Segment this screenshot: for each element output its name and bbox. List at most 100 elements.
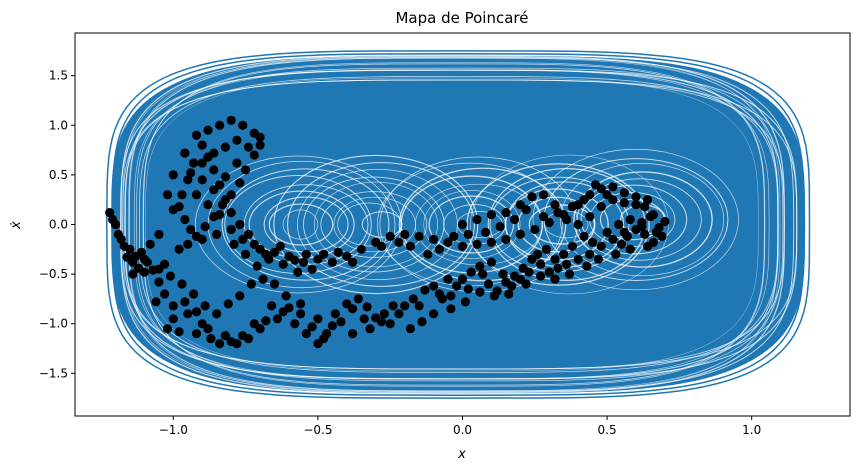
poincare-point (241, 249, 251, 259)
poincare-point (215, 120, 225, 130)
poincare-point (408, 294, 418, 304)
poincare-point (209, 185, 219, 195)
poincare-point (611, 249, 621, 259)
poincare-point (307, 264, 317, 274)
poincare-point (429, 234, 439, 244)
poincare-point (162, 190, 173, 200)
poincare-point (301, 249, 311, 259)
poincare-point (619, 188, 630, 198)
poincare-point (229, 239, 239, 249)
poincare-point (174, 202, 184, 212)
poincare-point (544, 267, 554, 277)
trajectory-gap (517, 196, 596, 253)
poincare-point (243, 142, 254, 152)
poincare-point (255, 140, 265, 150)
poincare-point (264, 254, 274, 264)
poincare-point (191, 130, 202, 140)
poincare-point (168, 314, 178, 324)
poincare-point (457, 219, 468, 230)
poincare-point (657, 231, 667, 241)
poincare-point (168, 301, 178, 311)
poincare-point (515, 200, 525, 210)
poincare-point (486, 237, 496, 247)
poincare-point (579, 195, 589, 205)
poincare-point (631, 192, 641, 202)
poincare-point (232, 135, 242, 145)
poincare-point (116, 234, 126, 244)
poincare-point (481, 227, 491, 237)
poincare-point (186, 224, 196, 235)
poincare-point (151, 297, 161, 307)
poincare-point (145, 239, 155, 249)
poincare-point (405, 324, 415, 334)
poincare-point (139, 267, 149, 277)
poincare-point (241, 165, 251, 175)
poincare-point (521, 279, 531, 289)
poincare-point (550, 254, 560, 264)
poincare-point (585, 249, 595, 259)
poincare-point (562, 259, 572, 269)
y-tick-label: 0.5 (49, 168, 68, 182)
poincare-point (278, 307, 288, 317)
poincare-point (394, 309, 404, 319)
poincare-points-layer (105, 115, 670, 349)
poincare-point (417, 317, 427, 327)
poincare-point (290, 319, 300, 329)
poincare-point (212, 309, 222, 319)
poincare-point (189, 158, 199, 168)
poincare-point (573, 219, 583, 230)
poincare-point (235, 291, 245, 301)
poincare-point (515, 229, 525, 239)
poincare-point (209, 148, 219, 158)
poincare-point (533, 249, 543, 259)
trajectory-gap (122, 58, 781, 391)
poincare-point (356, 244, 366, 254)
poincare-point (235, 178, 245, 188)
poincare-point (625, 214, 635, 225)
poincare-point (200, 221, 210, 232)
poincare-point (429, 281, 439, 291)
x-tick-label: 0.5 (598, 423, 617, 437)
trajectory-gap (470, 154, 669, 295)
poincare-point (296, 309, 306, 319)
trajectory-gap (532, 148, 739, 291)
poincare-point (538, 190, 549, 200)
poincare-point (385, 231, 395, 241)
poincare-point (394, 237, 404, 247)
poincare-point (290, 255, 300, 265)
poincare-point (602, 227, 612, 237)
poincare-point (590, 180, 601, 190)
trajectory-gap (428, 195, 515, 254)
poincare-point (449, 231, 459, 241)
y-tick-label: −1.5 (39, 366, 68, 380)
poincare-point (298, 257, 309, 267)
poincare-point (527, 192, 537, 202)
trajectory-gap (145, 77, 759, 372)
poincare-point (486, 210, 496, 220)
poincare-point (559, 249, 569, 259)
poincare-point (105, 208, 115, 218)
poincare-point (226, 115, 236, 125)
poincare-point (281, 291, 291, 301)
poincare-point (388, 301, 398, 311)
poincare-point (631, 200, 641, 210)
poincare-point (212, 229, 222, 239)
poincare-point (434, 289, 444, 299)
poincare-point (608, 195, 618, 205)
poincare-point (498, 269, 508, 279)
poincare-point (400, 301, 410, 311)
poincare-point (400, 229, 410, 239)
poincare-point (177, 190, 187, 200)
trajectory-curve (129, 62, 788, 387)
poincare-point (475, 287, 485, 297)
poincare-point (460, 297, 470, 307)
y-tick-label: 1.5 (49, 69, 68, 83)
poincare-point (125, 244, 135, 254)
poincare-point (544, 217, 554, 228)
trajectory-gap (423, 190, 521, 259)
y-axis-label: ẋ (9, 221, 24, 230)
x-axis-label: x (457, 447, 466, 462)
poincare-point (203, 125, 213, 135)
poincare-point (319, 334, 329, 344)
poincare-point (333, 247, 343, 257)
